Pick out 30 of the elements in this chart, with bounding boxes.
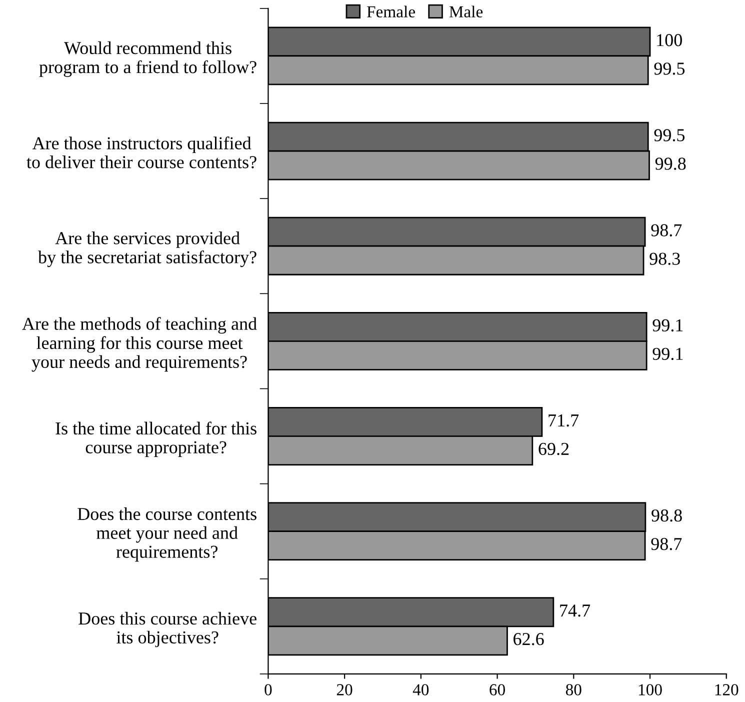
y-tick-label: Are those instructors qualified to deliver their course contents?: [26, 136, 256, 168]
y-tick-label: Are the methods of teaching and learning for this course meet your needs and requirements?: [22, 317, 257, 372]
x-tick-label: 0: [264, 684, 272, 696]
data-label: 99.5: [654, 129, 685, 142]
x-tick-label: 120: [715, 684, 738, 696]
x-tick-label: 20: [336, 684, 352, 696]
x-tick-label: 100: [638, 684, 662, 696]
x-tick-label: 60: [490, 684, 505, 696]
data-label: 98.8: [652, 509, 682, 522]
data-label: 62.6: [514, 633, 544, 646]
y-tick-label: Does this course achieve its objectives?: [78, 612, 256, 648]
x-tick-label: 40: [412, 684, 429, 696]
data-label: 100: [657, 34, 682, 46]
y-tick-label: Are the services provided by the secretariat satisfactory?: [38, 232, 256, 268]
data-label: 69.2: [538, 442, 569, 456]
data-label: 98.3: [650, 252, 680, 265]
y-tick-label: Would recommend this program to a friend to follow?: [39, 41, 256, 77]
data-label: 99.5: [654, 62, 685, 75]
data-label: 99.1: [652, 348, 683, 360]
data-label: 99.8: [655, 158, 686, 170]
data-label: 98.7: [651, 538, 682, 550]
legend-label: Female: [366, 6, 415, 18]
y-tick-label: Does the course contents meet your need and requirements?: [78, 507, 256, 562]
x-tick-label: 80: [566, 684, 582, 696]
y-tick-label: Is the time allocated for this course appropriate?: [56, 422, 256, 458]
data-label: 74.7: [560, 604, 590, 617]
data-label: 99.1: [652, 319, 683, 332]
legend-label: Male: [449, 6, 483, 18]
data-label: 98.7: [651, 224, 682, 236]
data-label: 71.7: [548, 414, 579, 427]
